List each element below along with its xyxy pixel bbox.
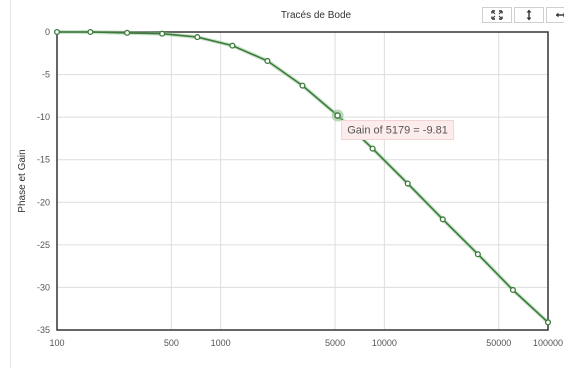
- x-tick-label: 500: [164, 338, 179, 348]
- data-point: [87, 28, 94, 36]
- x-tick-label: 100: [49, 338, 64, 348]
- x-axis: 100 500 1000 5000 10000 50000 100000: [49, 338, 563, 348]
- chart-panel: Tracés de Bode: [10, 0, 564, 368]
- data-point: [369, 145, 376, 152]
- series-line: [57, 31, 549, 323]
- data-point: [299, 82, 306, 89]
- data-point: [474, 251, 481, 258]
- y-tick-label: -10: [37, 112, 50, 122]
- grid: [56, 31, 549, 331]
- fullscreen-button[interactable]: [482, 7, 512, 23]
- x-tick-label: 100000: [533, 338, 563, 348]
- y-tick-label: -15: [37, 155, 50, 165]
- x-tick-label: 10000: [372, 338, 397, 348]
- data-point: [229, 42, 236, 49]
- y-tick-label: -35: [37, 325, 50, 335]
- y-tick-label: -20: [37, 197, 50, 207]
- y-axis: 0 -5 -10 -15 -20 -25 -30 -35: [37, 27, 50, 335]
- series-halo: [57, 30, 550, 324]
- zoom-vertical-button[interactable]: [514, 7, 544, 23]
- series-gain: [53, 28, 552, 326]
- hover-marker: [334, 112, 341, 119]
- data-point: [53, 28, 61, 36]
- data-point: [404, 180, 411, 187]
- y-tick-label: -30: [37, 282, 50, 292]
- data-point: [264, 57, 271, 64]
- data-point: [509, 286, 516, 294]
- y-axis-title: Phase et Gain: [17, 149, 28, 212]
- tooltip: Gain of 5179 = -9.81: [331, 109, 455, 141]
- x-tick-label: 5000: [325, 338, 345, 348]
- chart-title: Tracés de Bode: [280, 10, 352, 21]
- horizontal-arrows-icon: [555, 12, 564, 18]
- expand-icon: [491, 10, 503, 20]
- y-tick-label: 0: [45, 27, 50, 37]
- vertical-arrows-icon: [526, 9, 532, 21]
- y-tick-label: -5: [42, 70, 50, 80]
- plot-area: [56, 31, 549, 331]
- x-tick-label: 1000: [211, 338, 231, 348]
- data-point: [544, 319, 552, 326]
- y-tick-label: -25: [37, 240, 50, 250]
- data-point: [439, 216, 446, 223]
- chart-toolbar: [480, 7, 564, 25]
- x-tick-label: 50000: [486, 338, 511, 348]
- data-point: [124, 29, 131, 36]
- data-point: [159, 30, 166, 37]
- data-point: [194, 34, 201, 41]
- tooltip-box: [341, 120, 455, 141]
- zoom-horizontal-button[interactable]: [546, 7, 564, 23]
- tooltip-text: Gain of 5179 = -9.81: [347, 125, 448, 137]
